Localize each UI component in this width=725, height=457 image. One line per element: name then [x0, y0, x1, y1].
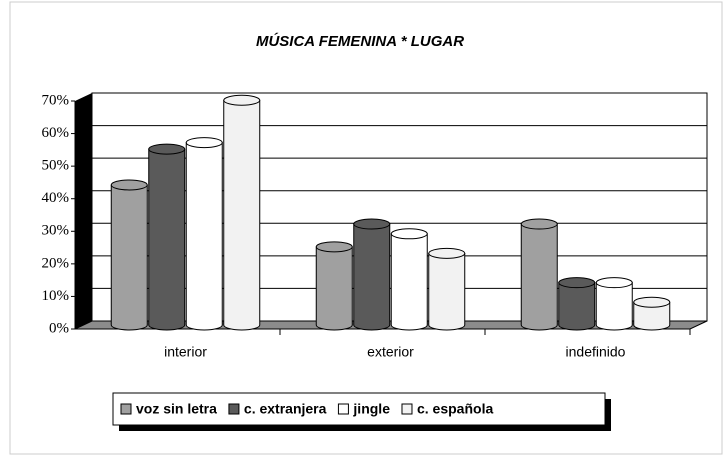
- bar-body: [148, 148, 186, 331]
- bar: [315, 241, 353, 331]
- y-tick-label: 40%: [42, 190, 70, 206]
- y-tick-label: 0%: [49, 320, 69, 336]
- bar: [148, 143, 186, 331]
- bar-top: [595, 277, 633, 289]
- legend-label: voz sin letra: [136, 401, 217, 417]
- bar-top: [633, 296, 671, 308]
- y-tick-label: 70%: [42, 92, 70, 108]
- bar-top: [110, 179, 148, 191]
- y-tick-label: 10%: [42, 288, 70, 304]
- chart-title: MÚSICA FEMENINA * LUGAR: [256, 32, 464, 50]
- bar-body: [315, 246, 353, 331]
- y-tick-label: 60%: [42, 125, 70, 141]
- bar: [520, 218, 558, 331]
- bar-body: [520, 223, 558, 331]
- legend-label: c. española: [417, 401, 493, 417]
- x-tick-label: exterior: [367, 344, 414, 360]
- bar-body: [390, 233, 428, 331]
- bar-body: [558, 282, 596, 331]
- bar: [223, 94, 261, 331]
- frame: [9, 1, 723, 455]
- bar-top: [558, 277, 596, 289]
- bar-body: [223, 99, 261, 331]
- legend: [112, 392, 606, 426]
- x-tick-label: indefinido: [566, 344, 626, 360]
- bar: [428, 247, 466, 331]
- bar-body: [185, 142, 223, 331]
- bar: [558, 277, 596, 331]
- bar-top: [520, 218, 558, 230]
- bar-top: [353, 218, 391, 230]
- bar-body: [595, 282, 633, 331]
- plot: 0% 10% 20% 30% 40% 50% 60% 70% interior exterior i…: [42, 92, 708, 360]
- legend-swatch: [401, 403, 413, 415]
- bar: [390, 228, 428, 331]
- bar-body: [353, 223, 391, 331]
- y-tick-label: 50%: [42, 158, 70, 174]
- legend-swatch: [120, 403, 132, 415]
- legend-label: jingle: [352, 401, 390, 417]
- bar-body: [633, 301, 671, 331]
- bar: [353, 218, 391, 331]
- bar: [110, 179, 148, 331]
- legend-swatch: [228, 403, 240, 415]
- x-tick-label: interior: [164, 344, 207, 360]
- y-tick-label: 20%: [42, 255, 70, 271]
- bar: [185, 137, 223, 331]
- bar-top: [390, 228, 428, 240]
- legend-label: c. extranjera: [244, 401, 327, 417]
- bar-top: [428, 247, 466, 259]
- bar-top: [148, 143, 186, 155]
- bar-top: [185, 137, 223, 149]
- bar-body: [428, 252, 466, 331]
- bar: [595, 277, 633, 331]
- bar: [633, 296, 671, 331]
- bar-top: [315, 241, 353, 253]
- legend-swatch: [337, 403, 349, 415]
- bar-body: [110, 184, 148, 331]
- bar-top: [223, 94, 261, 106]
- side-wall: [75, 93, 92, 329]
- y-tick-label: 30%: [42, 223, 70, 239]
